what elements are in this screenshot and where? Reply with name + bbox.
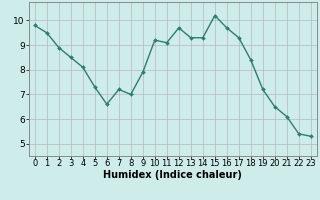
X-axis label: Humidex (Indice chaleur): Humidex (Indice chaleur) bbox=[103, 170, 242, 180]
